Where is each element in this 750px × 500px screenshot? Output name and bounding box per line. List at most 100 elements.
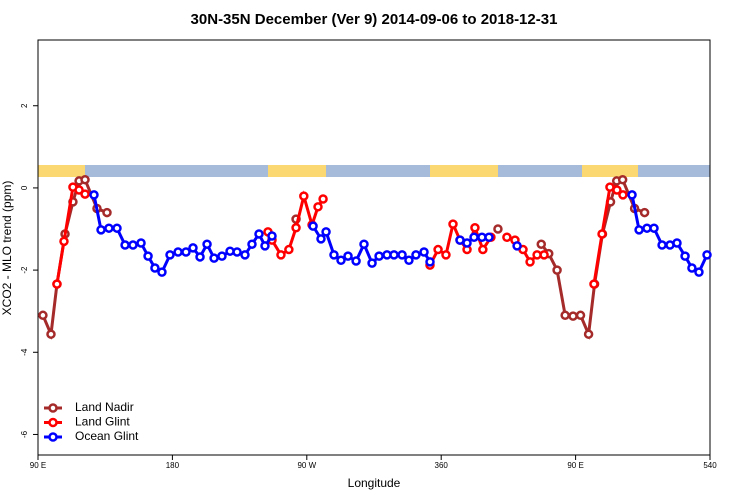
data-point xyxy=(618,190,628,200)
data-point xyxy=(284,244,294,255)
ocean-band xyxy=(38,165,710,177)
data-point xyxy=(694,267,704,277)
data-point xyxy=(649,223,659,233)
data-point xyxy=(260,241,270,251)
data-point xyxy=(397,250,407,260)
series-line xyxy=(55,184,624,285)
data-point xyxy=(351,256,361,266)
data-point xyxy=(536,239,547,249)
data-point xyxy=(143,251,153,261)
data-point xyxy=(589,279,599,289)
land-band xyxy=(582,165,638,177)
y-tick-label: -6 xyxy=(20,430,29,438)
data-point xyxy=(52,279,62,289)
data-point xyxy=(680,251,690,261)
data-point xyxy=(46,329,56,339)
data-point xyxy=(165,250,175,260)
data-point xyxy=(502,232,512,242)
data-point xyxy=(276,250,286,260)
legend-label: Ocean Glint xyxy=(75,429,139,443)
data-point xyxy=(484,232,494,242)
y-tick-label: 2 xyxy=(20,103,29,108)
data-point xyxy=(359,239,369,249)
data-point xyxy=(478,244,488,255)
data-point xyxy=(343,251,353,261)
data-point xyxy=(38,310,48,321)
chart-title: 30N-35N December (Ver 9) 2014-09-06 to 2… xyxy=(191,11,558,28)
data-point xyxy=(112,223,122,233)
data-point xyxy=(247,239,257,249)
plot-frame xyxy=(37,39,711,456)
data-point xyxy=(136,238,146,248)
data-point xyxy=(441,250,451,260)
data-point xyxy=(181,247,191,257)
data-point xyxy=(80,189,90,199)
data-point xyxy=(525,257,535,267)
data-point xyxy=(493,224,503,234)
data-point xyxy=(702,250,712,260)
data-point xyxy=(419,247,429,257)
data-point xyxy=(120,240,130,250)
data-point xyxy=(367,258,377,268)
data-point xyxy=(308,221,318,231)
data-point xyxy=(539,250,549,260)
data-point xyxy=(687,263,697,273)
data-point xyxy=(411,250,421,260)
x-tick-label: 180 xyxy=(166,461,180,470)
data-point xyxy=(639,207,650,218)
data-point xyxy=(627,190,637,200)
x-tick-label: 360 xyxy=(435,461,449,470)
data-point xyxy=(583,329,594,339)
data-point xyxy=(425,257,435,267)
data-point xyxy=(612,185,622,195)
data-point xyxy=(469,232,479,242)
data-point xyxy=(568,311,578,321)
data-point xyxy=(404,255,414,265)
land-band xyxy=(430,165,498,177)
data-point xyxy=(318,194,328,204)
data-point xyxy=(462,238,472,248)
legend-label: Land Glint xyxy=(75,415,130,429)
data-point xyxy=(575,310,586,321)
data-point xyxy=(202,239,212,249)
data-point xyxy=(188,243,198,253)
data-point xyxy=(102,207,112,218)
data-point xyxy=(232,247,242,257)
data-point xyxy=(448,219,458,229)
x-axis-label: Longitude xyxy=(348,476,401,490)
data-point xyxy=(254,229,264,239)
land-band xyxy=(268,165,326,177)
data-point xyxy=(321,227,331,237)
data-point xyxy=(597,229,607,239)
data-point xyxy=(336,255,346,265)
x-tick-label: 90 E xyxy=(30,461,46,470)
data-point xyxy=(552,265,562,275)
data-point xyxy=(389,250,399,260)
y-tick-label: -4 xyxy=(20,348,29,356)
land-band xyxy=(38,165,85,177)
data-point xyxy=(150,263,160,273)
legend-label: Land Nadir xyxy=(75,400,134,414)
data-point xyxy=(657,240,667,250)
data-point xyxy=(470,223,480,233)
data-point xyxy=(634,225,644,235)
data-point xyxy=(195,252,205,262)
data-point xyxy=(74,185,84,195)
y-axis-label: XCO2 - MLO trend (ppm) xyxy=(0,181,14,316)
x-tick-label: 90 E xyxy=(567,461,583,470)
data-point xyxy=(329,250,339,260)
y-tick-label: 0 xyxy=(20,185,29,190)
data-point xyxy=(291,223,301,233)
legend-marker xyxy=(48,432,58,442)
data-point xyxy=(157,267,167,277)
series-line xyxy=(92,194,709,275)
data-point xyxy=(80,174,90,185)
data-point xyxy=(96,225,106,235)
surface-strip xyxy=(38,165,710,177)
x-tick-label: 540 xyxy=(703,461,717,470)
data-point xyxy=(374,251,384,261)
x-tick-label: 90 W xyxy=(297,461,316,470)
data-point xyxy=(104,223,114,233)
data-point xyxy=(316,234,326,244)
